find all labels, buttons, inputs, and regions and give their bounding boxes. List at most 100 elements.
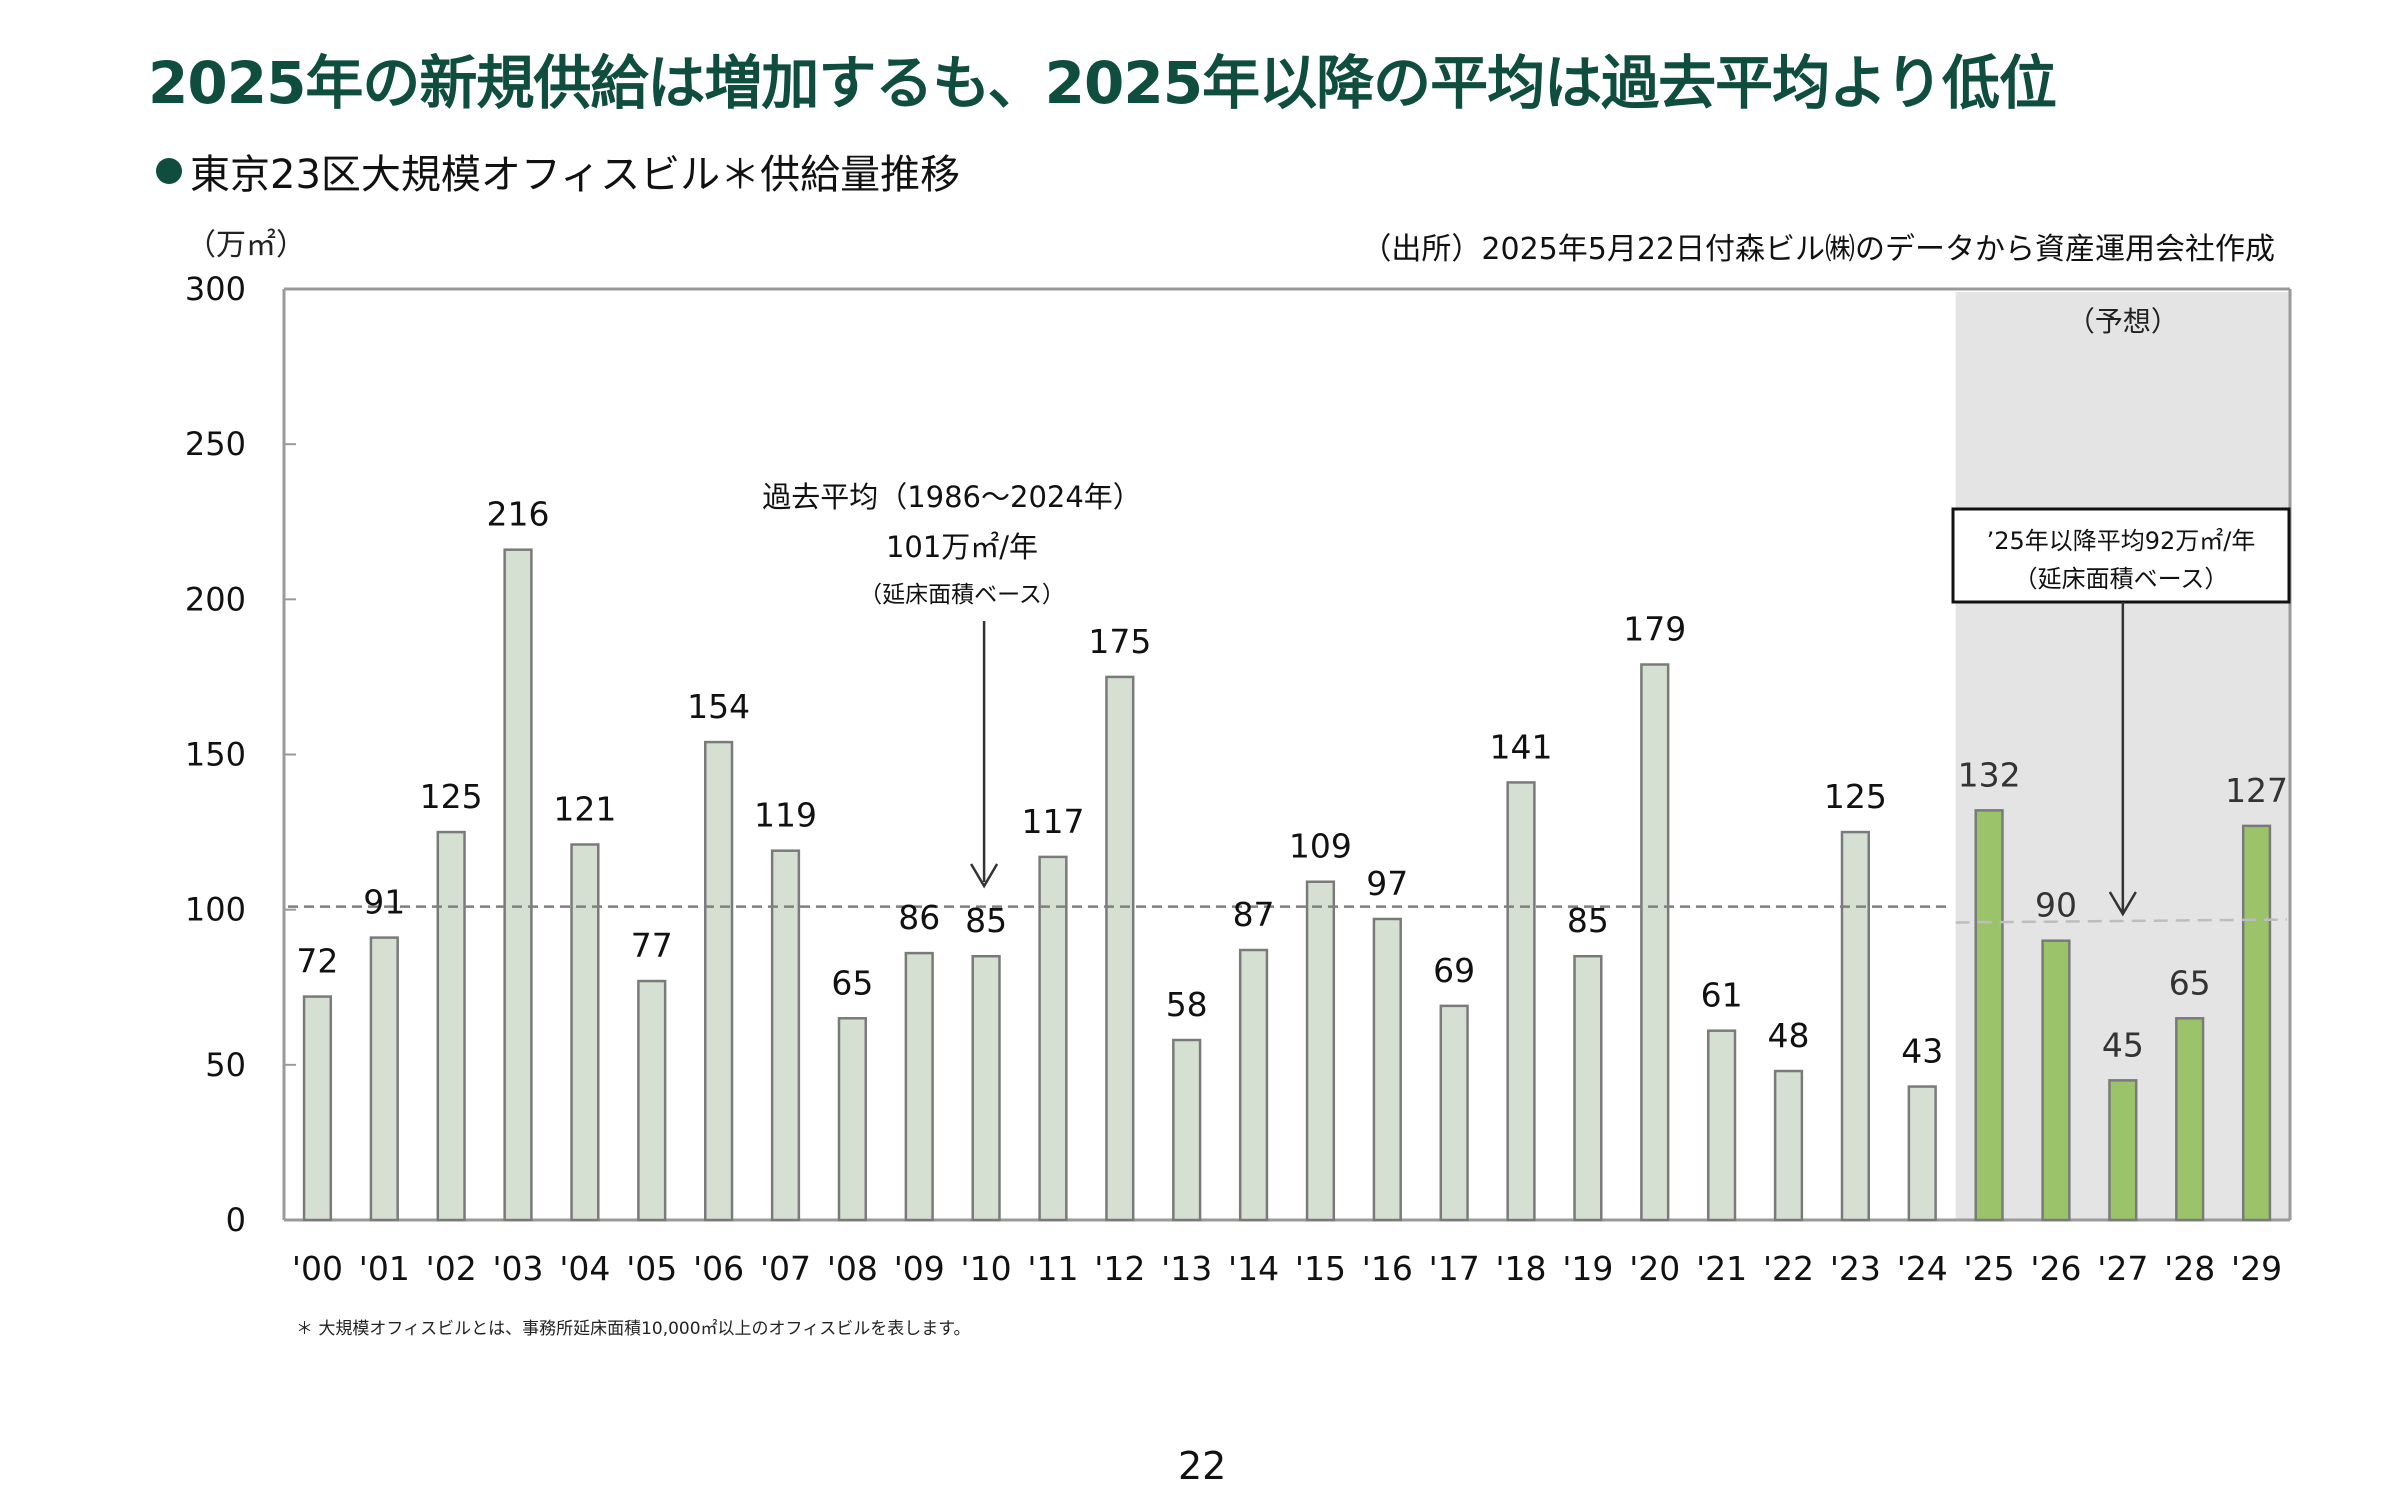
data-label: 58 xyxy=(1166,985,1208,1024)
x-tick-label: '13 xyxy=(1161,1249,1212,1288)
data-label: 45 xyxy=(2102,1025,2144,1064)
chart-axes: 0 50 100 150 200 250 300 xyxy=(185,270,2292,1239)
x-tick-label: '28 xyxy=(2164,1249,2215,1288)
data-label: 141 xyxy=(1490,727,1553,766)
actual-bar xyxy=(704,740,734,1222)
data-label: 85 xyxy=(1567,901,1609,940)
x-tick-label: '14 xyxy=(1228,1249,1279,1288)
x-tick-label: '27 xyxy=(2097,1249,2148,1288)
actual-bar xyxy=(1038,855,1068,1222)
x-tick-label: '26 xyxy=(2030,1249,2081,1288)
x-tick-label: '03 xyxy=(492,1249,543,1288)
x-tick-label: '19 xyxy=(1562,1249,1613,1288)
arrow-head-icon xyxy=(970,863,999,889)
x-tick-label: '25 xyxy=(1964,1249,2015,1288)
data-label: 132 xyxy=(1958,755,2021,794)
x-tick-label: '22 xyxy=(1763,1249,1814,1288)
data-label: 90 xyxy=(2035,886,2077,925)
actual-bar xyxy=(1707,1029,1737,1222)
average-lines xyxy=(288,905,2288,924)
x-tick-label: '20 xyxy=(1629,1249,1680,1288)
data-label: 69 xyxy=(1433,951,1475,990)
forecast-bar xyxy=(2041,939,2071,1222)
forecast-label: （予想） xyxy=(2067,305,2179,338)
data-label: 48 xyxy=(1768,1016,1810,1055)
page-number: 22 xyxy=(1178,1444,1227,1488)
data-label: 61 xyxy=(1701,976,1743,1015)
y-tick-label: 100 xyxy=(185,891,246,929)
page-title: 2025年の新規供給は増加するも、2025年以降の平均は過去平均より低位 xyxy=(148,49,2057,117)
actual-bar xyxy=(904,951,934,1222)
actual-bar xyxy=(1238,948,1269,1222)
data-label: 121 xyxy=(553,789,616,828)
data-label: 175 xyxy=(1088,622,1151,661)
actual-bar xyxy=(837,1017,867,1222)
actual-bar xyxy=(770,849,801,1222)
x-tick-label: '06 xyxy=(693,1249,744,1288)
data-label: 43 xyxy=(1901,1032,1943,1071)
actual-bar xyxy=(1105,675,1135,1222)
x-tick-label: '10 xyxy=(961,1249,1012,1288)
data-label: 125 xyxy=(1824,777,1887,816)
data-label: 87 xyxy=(1233,895,1275,934)
source-note: （出所）2025年5月22日付森ビル㈱のデータから資産運用会社作成 xyxy=(1361,232,2275,267)
x-tick-label: '00 xyxy=(292,1249,343,1288)
data-label: 97 xyxy=(1366,864,1408,903)
actual-bar xyxy=(1439,1004,1469,1222)
actual-bar xyxy=(1372,917,1402,1222)
actual-bar xyxy=(1506,781,1536,1222)
labels: 72 '00 91 '01 125 '02 216 '03 121 '04 77 '05 154 '06 1… xyxy=(292,495,2288,1288)
y-tick-label: 300 xyxy=(185,270,246,308)
footnote: ＊ 大規模オフィスビルとは、事務所延床面積10,000㎡以上のオフィスビルを表し… xyxy=(296,1319,971,1339)
bullet-icon xyxy=(156,158,182,184)
data-label: 91 xyxy=(363,883,405,922)
forecast-bar xyxy=(2241,824,2272,1222)
x-tick-label: '21 xyxy=(1696,1249,1747,1288)
actual-bar xyxy=(503,548,533,1222)
data-label: 125 xyxy=(420,777,483,816)
y-tick-label: 50 xyxy=(205,1046,246,1084)
y-tick-label: 150 xyxy=(185,736,246,774)
y-tick-label: 250 xyxy=(185,425,246,463)
data-label: 77 xyxy=(631,926,673,965)
annotations: 過去平均（1986～2024年） 101万㎡/年 （延床面積ベース） ’25年以降平均… xyxy=(762,480,2291,917)
x-tick-label: '17 xyxy=(1429,1249,1480,1288)
x-tick-label: '29 xyxy=(2231,1249,2282,1288)
x-tick-label: '18 xyxy=(1495,1249,1546,1288)
forecast-bar xyxy=(2108,1079,2138,1222)
arrow-head-icon xyxy=(2108,891,2137,917)
x-tick-label: '15 xyxy=(1295,1249,1346,1288)
data-label: 117 xyxy=(1021,802,1084,841)
actual-bar xyxy=(369,936,399,1222)
forecast-average-text: ’25年以降平均92万㎡/年 xyxy=(1987,527,2256,555)
x-tick-label: '23 xyxy=(1830,1249,1881,1288)
actual-bar xyxy=(637,979,667,1222)
actual-bar xyxy=(436,830,466,1222)
x-tick-label: '05 xyxy=(626,1249,677,1288)
data-label: 85 xyxy=(965,901,1007,940)
data-label: 154 xyxy=(687,687,750,726)
actual-bar xyxy=(971,954,1001,1222)
chart-subtitle-text: 東京23区大規模オフィスビル＊供給量推移 xyxy=(190,152,961,198)
actual-bar xyxy=(1172,1038,1202,1222)
forecast-average-line xyxy=(1955,918,2288,924)
data-label: 65 xyxy=(831,963,873,1002)
data-label: 119 xyxy=(754,796,817,835)
actual-bar xyxy=(1305,880,1336,1222)
actual-bar xyxy=(302,995,333,1222)
actual-bar xyxy=(1573,954,1603,1222)
data-label: 127 xyxy=(2225,771,2288,810)
x-tick-label: '01 xyxy=(359,1249,410,1288)
y-axis-unit: （万㎡） xyxy=(186,228,306,263)
data-label: 86 xyxy=(898,898,940,937)
x-tick-label: '11 xyxy=(1027,1249,1078,1288)
data-label: 72 xyxy=(296,942,338,981)
forecast-average-basis: （延床面積ベース） xyxy=(2014,565,2229,593)
x-tick-label: '12 xyxy=(1094,1249,1145,1288)
x-tick-label: '08 xyxy=(827,1249,878,1288)
x-tick-label: '07 xyxy=(760,1249,811,1288)
y-tick-label: 0 xyxy=(226,1201,246,1239)
actual-bar xyxy=(570,843,600,1222)
historical-average-value: 101万㎡/年 xyxy=(886,530,1038,564)
